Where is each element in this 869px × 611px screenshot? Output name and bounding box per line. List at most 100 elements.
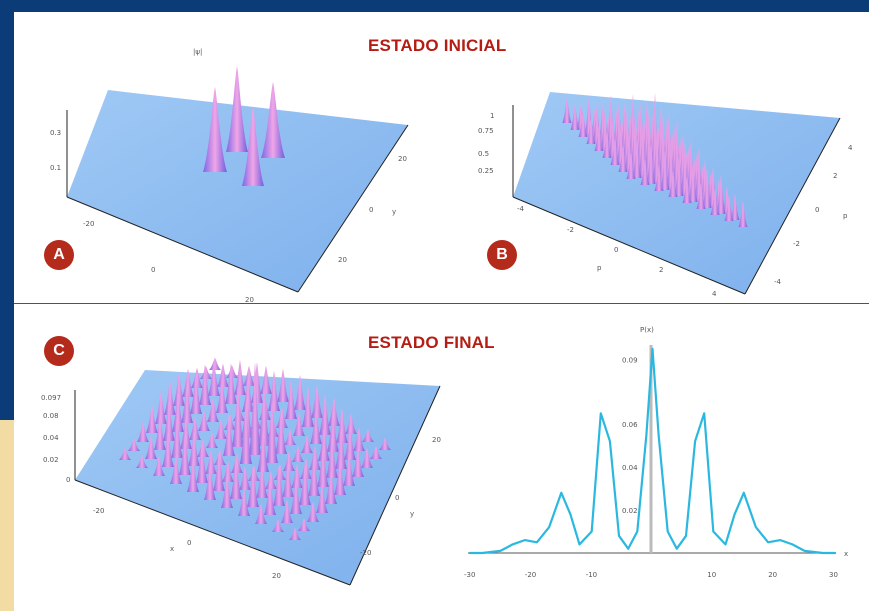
panel-c-z-tick: 0.097 [41, 394, 61, 402]
panel-c-peak [255, 503, 267, 524]
panel-b-peak [594, 125, 604, 151]
panel-b-peak [618, 146, 628, 172]
panel-c-x-tick: -20 [93, 507, 104, 515]
panel-b-z-tick: 1 [490, 112, 494, 120]
panel-c-peak [197, 439, 209, 457]
panel-b-z-tick: 0.5 [478, 150, 489, 158]
panel-c-peak [249, 362, 261, 455]
panel-c-peak [162, 432, 174, 467]
panel-a-peak [242, 106, 264, 186]
chart-x-label: x [844, 550, 848, 558]
panel-a-x-tick: -20 [83, 220, 94, 228]
panel-c-peak [264, 480, 276, 515]
panel-c-peak [179, 434, 191, 475]
badge-b: B [487, 240, 517, 270]
panel-c-peak [213, 451, 225, 491]
panel-c-peak [291, 464, 303, 488]
panel-c-peak [247, 466, 259, 507]
panel-c-peak [302, 386, 314, 427]
panel-c-z-tick: 0.08 [43, 412, 59, 420]
panel-c-peak [198, 410, 210, 431]
panel-c-peak [119, 447, 131, 460]
panel-b-x-tick: 0 [614, 246, 618, 254]
panel-c-peak [260, 365, 272, 394]
panel-c-peak [352, 448, 364, 477]
panel-a-peak [203, 87, 227, 172]
panel-c-y-tick: 20 [432, 436, 441, 444]
panel-c-peak [310, 410, 322, 444]
panel-c-peak [311, 384, 323, 418]
panel-b-y-tick: 4 [848, 144, 853, 152]
panel-c-peak [328, 397, 340, 426]
panel-b-peak [724, 195, 734, 221]
chart-y-tick: 0.04 [622, 464, 638, 472]
chart-y-tick: 0.06 [622, 421, 638, 429]
panel-c-peak [205, 450, 217, 474]
panel-c-peak [274, 464, 286, 480]
panel-b-peak [710, 189, 720, 215]
panel-c-peak [232, 384, 244, 447]
panel-c-peak [353, 427, 365, 451]
chart-y-tick: 0.02 [622, 507, 638, 515]
panel-c-peak [293, 412, 305, 436]
panel-c-y-tick: -20 [360, 549, 371, 557]
panel-c-peak [281, 499, 293, 523]
panel-b-z-tick: 0.75 [478, 127, 494, 135]
panel-c-peak [362, 429, 374, 442]
panel-c-peak [230, 458, 242, 499]
panel-c-peak [265, 471, 277, 489]
panel-c-peak [208, 361, 220, 396]
chart-x-tick: 10 [707, 571, 716, 579]
panel-c-peak [217, 363, 229, 387]
panel-b-y-axis-label: p [843, 212, 848, 220]
panel-b-peak [716, 174, 726, 214]
panel-c-peak [199, 364, 211, 405]
panel-c-peak [221, 474, 233, 508]
panel-b-peak [702, 168, 712, 208]
panel-c-peak [163, 400, 175, 441]
panel-c-peak [182, 368, 194, 397]
panel-c-peak [326, 437, 338, 478]
panel-c-peak [209, 357, 221, 370]
panel-c-peak [164, 380, 176, 415]
panel-c-peak [336, 408, 348, 443]
panel-c-peak [272, 519, 284, 532]
chart-x-tick: 20 [768, 571, 777, 579]
panel-c-peak [379, 437, 391, 450]
panel-b-peak [730, 194, 740, 220]
panel-c-peak [290, 479, 302, 514]
panel-c-peak [190, 373, 202, 414]
panel-b-y-tick: 2 [833, 172, 837, 180]
panel-c-x-tick: 20 [272, 572, 281, 580]
panel-b-peak [738, 201, 748, 227]
panel-c-peak [361, 447, 373, 468]
panel-a-floor [67, 90, 408, 292]
panel-b-x-tick: -4 [517, 205, 525, 213]
panel-c-peak [181, 383, 193, 423]
badge-a: A [44, 240, 74, 270]
panel-c-peak [316, 484, 328, 513]
panel-c-peak [292, 446, 304, 462]
panel-b-x-tick: 2 [659, 266, 663, 274]
panel-b-z-tick: 0.25 [478, 167, 494, 175]
panel-c-peak [137, 421, 149, 442]
panel-c-peak [283, 451, 295, 471]
panel-c-peak [242, 378, 254, 412]
title-initial-state: ESTADO INICIAL [368, 36, 507, 55]
panel-c-peak [317, 447, 329, 487]
panel-c-peak [285, 379, 297, 419]
panel-c-peak [189, 416, 201, 440]
panel-c-peak [299, 464, 311, 505]
panel-c-peak [318, 427, 330, 461]
section-divider [14, 303, 869, 304]
panel-c-peak [239, 466, 251, 490]
panel-c-peak [238, 487, 250, 516]
panel-c-peak [298, 518, 310, 531]
panel-b-x-tick: 4 [712, 290, 717, 298]
series-line [468, 347, 837, 555]
panel-c-peak [345, 413, 357, 434]
